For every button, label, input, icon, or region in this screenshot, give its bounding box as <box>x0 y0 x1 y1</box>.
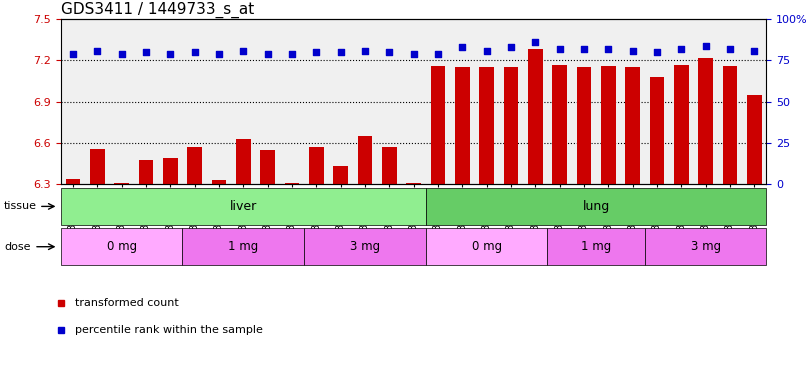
Point <box>504 44 517 50</box>
Text: 1 mg: 1 mg <box>581 240 611 253</box>
Bar <box>285 183 299 184</box>
Point <box>602 46 615 52</box>
Point <box>553 46 566 52</box>
Bar <box>187 147 202 184</box>
Point <box>212 51 225 57</box>
Bar <box>90 149 105 184</box>
Bar <box>309 147 324 184</box>
Bar <box>504 67 518 184</box>
Bar <box>260 150 275 184</box>
Bar <box>114 183 129 184</box>
Text: percentile rank within the sample: percentile rank within the sample <box>75 325 263 335</box>
Bar <box>674 65 689 184</box>
Point <box>675 46 688 52</box>
Bar <box>406 183 421 184</box>
Point <box>383 49 396 55</box>
Bar <box>66 179 80 184</box>
Bar <box>723 66 737 184</box>
Point <box>261 51 274 57</box>
Point <box>699 43 712 49</box>
Point <box>723 46 736 52</box>
Bar <box>747 95 762 184</box>
Text: liver: liver <box>230 200 257 213</box>
Point <box>188 49 201 55</box>
Point <box>358 48 371 54</box>
Point <box>748 48 761 54</box>
Bar <box>552 65 567 184</box>
Point <box>650 49 663 55</box>
Text: 3 mg: 3 mg <box>690 240 721 253</box>
Bar <box>577 67 591 184</box>
Point <box>115 51 128 57</box>
Point <box>285 51 298 57</box>
Bar <box>698 58 713 184</box>
Bar <box>358 136 372 184</box>
Point <box>456 44 469 50</box>
Bar <box>139 160 153 184</box>
Text: dose: dose <box>4 242 31 252</box>
Point <box>237 48 250 54</box>
Bar <box>455 67 470 184</box>
Bar <box>431 66 445 184</box>
Bar <box>163 158 178 184</box>
Point <box>407 51 420 57</box>
Text: 0 mg: 0 mg <box>471 240 502 253</box>
Text: lung: lung <box>582 200 610 213</box>
Text: tissue: tissue <box>4 201 37 212</box>
Text: transformed count: transformed count <box>75 298 178 308</box>
Point <box>626 48 639 54</box>
Bar <box>601 66 616 184</box>
Bar <box>625 67 640 184</box>
Bar <box>236 139 251 184</box>
Bar <box>212 180 226 184</box>
Point <box>164 51 177 57</box>
Bar <box>650 77 664 184</box>
Text: 1 mg: 1 mg <box>228 240 259 253</box>
Point <box>577 46 590 52</box>
Point <box>334 49 347 55</box>
Text: GDS3411 / 1449733_s_at: GDS3411 / 1449733_s_at <box>61 2 254 18</box>
Point <box>310 49 323 55</box>
Text: 3 mg: 3 mg <box>350 240 380 253</box>
Bar <box>479 67 494 184</box>
Text: 0 mg: 0 mg <box>106 240 137 253</box>
Bar <box>333 166 348 184</box>
Point <box>67 51 79 57</box>
Bar <box>382 147 397 184</box>
Bar <box>528 50 543 184</box>
Point <box>139 49 152 55</box>
Point <box>529 39 542 45</box>
Point <box>480 48 493 54</box>
Point <box>431 51 444 57</box>
Point <box>91 48 104 54</box>
